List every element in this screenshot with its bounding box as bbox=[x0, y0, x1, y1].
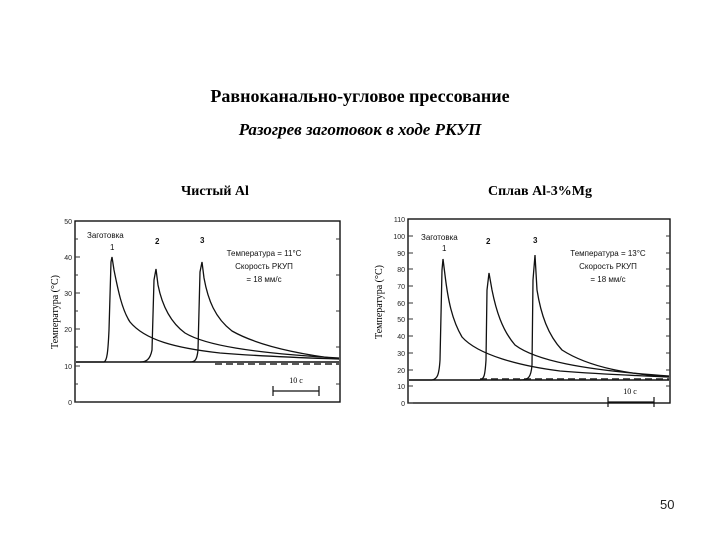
svg-text:90: 90 bbox=[397, 251, 405, 258]
svg-text:40: 40 bbox=[64, 255, 72, 262]
curve-3 bbox=[519, 254, 670, 381]
svg-text:10: 10 bbox=[397, 384, 405, 391]
y-ticks bbox=[75, 238, 340, 403]
label-1: 1 bbox=[442, 244, 447, 253]
plot-frame bbox=[407, 218, 671, 404]
y-tick-labels: 0 10 20 30 40 50 bbox=[64, 219, 72, 407]
scale-label: 10 с bbox=[623, 387, 637, 396]
y-ticks bbox=[408, 235, 670, 404]
svg-text:100: 100 bbox=[393, 234, 405, 241]
svg-text:80: 80 bbox=[397, 267, 405, 274]
curve-3 bbox=[189, 261, 340, 363]
svg-text:= 18 мм/с: = 18 мм/с bbox=[246, 275, 281, 284]
curve-1 bbox=[76, 256, 340, 363]
scale-bar bbox=[607, 397, 655, 407]
svg-text:70: 70 bbox=[397, 284, 405, 291]
scale-label: 10 с bbox=[289, 376, 303, 385]
svg-text:50: 50 bbox=[397, 317, 405, 324]
chart-pure-al: 0 10 20 30 40 50 Температура (°C) Загото… bbox=[50, 219, 341, 407]
page-number: 50 bbox=[660, 497, 675, 512]
label-1: 1 bbox=[110, 243, 115, 252]
curve-1 bbox=[409, 258, 670, 381]
legend-word: Заготовка bbox=[87, 231, 124, 240]
svg-text:40: 40 bbox=[397, 334, 405, 341]
chart-title-pure-al: Чистый Al bbox=[181, 184, 249, 199]
scale-bar bbox=[272, 386, 320, 396]
svg-text:110: 110 bbox=[394, 217, 405, 224]
legend-word: Заготовка bbox=[421, 233, 458, 242]
series-labels: Заготовка 1 2 3 bbox=[87, 231, 205, 252]
temperature-curves bbox=[76, 256, 340, 363]
label-3: 3 bbox=[533, 236, 538, 245]
label-3: 3 bbox=[200, 236, 205, 245]
svg-text:30: 30 bbox=[64, 291, 72, 298]
y-axis-label: Температура (°C) bbox=[374, 265, 385, 339]
chart-title-al-mg: Сплав Al-3%Mg bbox=[488, 184, 592, 199]
curve-2 bbox=[470, 272, 670, 381]
slide-subtitle: Разогрев заготовок в ходе РКУП bbox=[238, 120, 482, 139]
svg-text:0: 0 bbox=[401, 401, 405, 408]
label-2: 2 bbox=[486, 237, 491, 246]
annotation: Температура = 13°C Скорость РКУП = 18 мм… bbox=[570, 249, 646, 284]
svg-text:10: 10 bbox=[64, 364, 72, 371]
svg-text:0: 0 bbox=[68, 400, 72, 407]
annotation: Температура = 11°C Скорость РКУП = 18 мм… bbox=[227, 249, 302, 284]
series-labels: Заготовка 1 2 3 bbox=[421, 233, 538, 253]
temperature-curves bbox=[409, 254, 670, 381]
svg-text:50: 50 bbox=[64, 219, 72, 226]
svg-text:60: 60 bbox=[397, 301, 405, 308]
label-2: 2 bbox=[155, 237, 160, 246]
chart-al-mg: 0 10 20 30 40 50 60 70 80 90 100 110 Тем… bbox=[374, 217, 671, 408]
slide-title: Равноканально-угловое прессование bbox=[210, 86, 510, 106]
svg-text:Скорость РКУП: Скорость РКУП bbox=[579, 262, 637, 271]
svg-text:Температура = 13°C: Температура = 13°C bbox=[570, 249, 646, 258]
svg-text:= 18 мм/с: = 18 мм/с bbox=[590, 275, 625, 284]
curve-2 bbox=[139, 268, 340, 363]
svg-text:Скорость РКУП: Скорость РКУП bbox=[235, 262, 293, 271]
y-tick-labels: 0 10 20 30 40 50 60 70 80 90 100 110 bbox=[393, 217, 405, 408]
svg-text:20: 20 bbox=[397, 368, 405, 375]
svg-text:Температура = 11°C: Температура = 11°C bbox=[227, 249, 302, 258]
y-axis-label: Температура (°C) bbox=[50, 275, 61, 349]
svg-text:20: 20 bbox=[64, 327, 72, 334]
svg-text:30: 30 bbox=[397, 351, 405, 358]
